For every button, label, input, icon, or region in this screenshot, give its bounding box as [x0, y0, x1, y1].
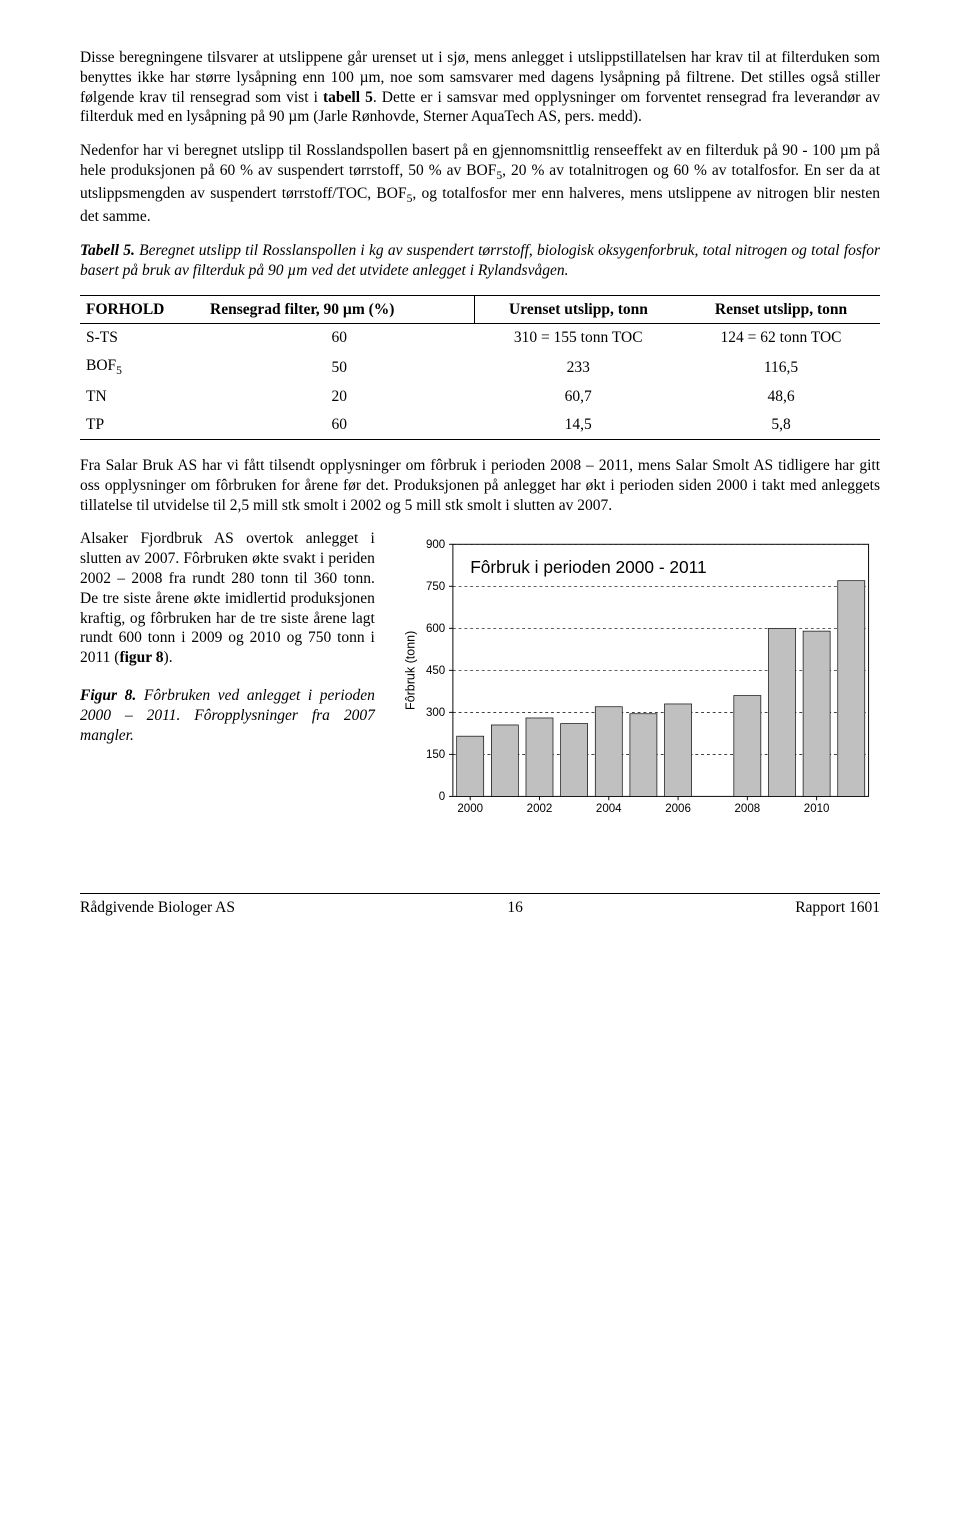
- th-forhold: FORHOLD: [80, 295, 204, 324]
- table-caption: Tabell 5. Beregnet utslipp til Rosslansp…: [80, 241, 880, 281]
- pl-bold: figur 8: [119, 649, 163, 666]
- cell: BOF5: [80, 352, 204, 383]
- svg-text:2006: 2006: [665, 803, 691, 815]
- paragraph-1: Disse beregningene tilsvarer at utslippe…: [80, 48, 880, 127]
- cell: 48,6: [682, 383, 880, 411]
- forbruk-chart: 0 150 300 450 600 750 900 2000 2002 2004 2006 2008 2…: [399, 529, 880, 829]
- table-caption-lead: Tabell 5.: [80, 242, 135, 259]
- cell: 14,5: [474, 411, 682, 439]
- cell: 5,8: [682, 411, 880, 439]
- footer-left: Rådgivende Biologer AS: [80, 898, 235, 918]
- table-row: TP 60 14,5 5,8: [80, 411, 880, 439]
- cell: 310 = 155 tonn TOC: [474, 324, 682, 352]
- cell: 233: [474, 352, 682, 383]
- table-caption-text: Beregnet utslipp til Rosslanspollen i kg…: [80, 242, 880, 279]
- left-column: Alsaker Fjordbruk AS overtok anlegget i …: [80, 529, 375, 759]
- th-rensegrad: Rensegrad filter, 90 µm (%): [204, 295, 474, 324]
- pl-b: ).: [164, 649, 173, 666]
- svg-text:150: 150: [426, 750, 445, 762]
- paragraph-3: Fra Salar Bruk AS har vi fått tilsendt o…: [80, 456, 880, 515]
- cell: 60: [204, 411, 474, 439]
- table-header-row: FORHOLD Rensegrad filter, 90 µm (%) Uren…: [80, 295, 880, 324]
- svg-text:2004: 2004: [596, 803, 622, 815]
- cell: 20: [204, 383, 474, 411]
- svg-text:900: 900: [426, 539, 445, 551]
- paragraph-left: Alsaker Fjordbruk AS overtok anlegget i …: [80, 529, 375, 668]
- svg-text:300: 300: [426, 708, 445, 720]
- chart-svg: 0 150 300 450 600 750 900 2000 2002 2004 2006 2008 2…: [399, 529, 880, 829]
- cell: 60: [204, 324, 474, 352]
- paragraph-2: Nedenfor har vi beregnet utslipp til Ros…: [80, 141, 880, 227]
- table-row: S-TS 60 310 = 155 tonn TOC 124 = 62 tonn…: [80, 324, 880, 352]
- th-renset: Renset utslipp, tonn: [682, 295, 880, 324]
- footer-right: Rapport 1601: [795, 898, 880, 918]
- svg-text:600: 600: [426, 623, 445, 635]
- cell: TP: [80, 411, 204, 439]
- right-column: 0 150 300 450 600 750 900 2000 2002 2004 2006 2008 2…: [399, 529, 880, 829]
- svg-text:2010: 2010: [804, 803, 830, 815]
- table-5: FORHOLD Rensegrad filter, 90 µm (%) Uren…: [80, 295, 880, 440]
- svg-text:750: 750: [426, 581, 445, 593]
- cell: 124 = 62 tonn TOC: [682, 324, 880, 352]
- two-column-section: Alsaker Fjordbruk AS overtok anlegget i …: [80, 529, 880, 829]
- footer-center: 16: [507, 898, 523, 918]
- svg-text:2000: 2000: [457, 803, 483, 815]
- svg-text:0: 0: [439, 792, 445, 804]
- svg-text:Fôrbruk (tonn): Fôrbruk (tonn): [403, 631, 417, 710]
- svg-text:450: 450: [426, 666, 445, 678]
- svg-text:Fôrbruk i perioden 2000 - 2011: Fôrbruk i perioden 2000 - 2011: [470, 557, 706, 577]
- table-row: BOF5 50 233 116,5: [80, 352, 880, 383]
- fig-caption-lead: Figur 8.: [80, 687, 136, 704]
- cell: 50: [204, 352, 474, 383]
- cell: 116,5: [682, 352, 880, 383]
- cell: TN: [80, 383, 204, 411]
- th-urenset: Urenset utslipp, tonn: [474, 295, 682, 324]
- table-row: TN 20 60,7 48,6: [80, 383, 880, 411]
- cell: S-TS: [80, 324, 204, 352]
- cell: 60,7: [474, 383, 682, 411]
- figure-caption: Figur 8. Fôrbruken ved anlegget i period…: [80, 686, 375, 745]
- svg-text:2008: 2008: [734, 803, 760, 815]
- page-footer: Rådgivende Biologer AS 16 Rapport 1601: [80, 893, 880, 918]
- p1-bold: tabell 5: [323, 89, 373, 106]
- svg-text:2002: 2002: [527, 803, 553, 815]
- pl-a: Alsaker Fjordbruk AS overtok anlegget i …: [80, 530, 375, 666]
